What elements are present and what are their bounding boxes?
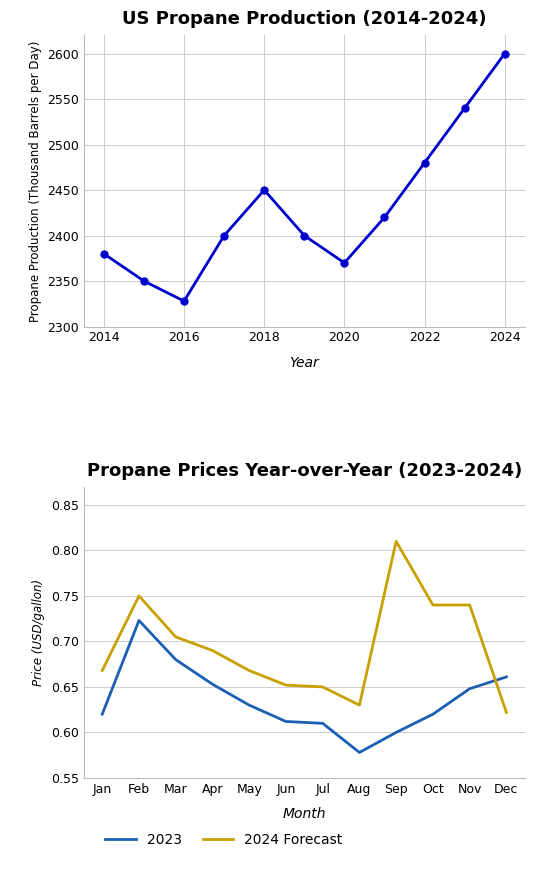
2024 Forecast (246, 666, 253, 676)
2024 Forecast (283, 680, 289, 690)
Title: Propane Prices Year-over-Year (2023-2024): Propane Prices Year-over-Year (2023-2024… (87, 461, 522, 480)
2023 (209, 679, 216, 690)
2024 Forecast (173, 631, 179, 642)
X-axis label: Year: Year (289, 355, 319, 370)
2023 (430, 709, 436, 720)
2024 Forecast (136, 591, 142, 601)
2024 Forecast (393, 536, 399, 546)
X-axis label: Month: Month (282, 807, 326, 821)
2024 Forecast (319, 682, 326, 692)
2023 (173, 654, 179, 665)
2023 (99, 709, 105, 720)
Y-axis label: Price (USD/gallon): Price (USD/gallon) (32, 579, 45, 686)
2023 (136, 615, 142, 626)
2024 Forecast (356, 700, 362, 711)
Line: 2023: 2023 (102, 621, 506, 752)
2023 (466, 683, 473, 694)
2024 Forecast (503, 707, 510, 718)
Line: 2024 Forecast: 2024 Forecast (102, 541, 506, 713)
2023 (319, 718, 326, 728)
Title: US Propane Production (2014-2024): US Propane Production (2014-2024) (122, 11, 486, 28)
2023 (283, 716, 289, 727)
2024 Forecast (209, 645, 216, 656)
2024 Forecast (99, 666, 105, 676)
Y-axis label: Propane Production (Thousand Barrels per Day): Propane Production (Thousand Barrels per… (29, 41, 42, 322)
2023 (393, 728, 399, 738)
2024 Forecast (466, 599, 473, 610)
2023 (246, 700, 253, 711)
2023 (503, 672, 510, 682)
2024 Forecast (430, 599, 436, 610)
Legend: 2023, 2024 Forecast: 2023, 2024 Forecast (100, 827, 348, 852)
2023 (356, 747, 362, 758)
